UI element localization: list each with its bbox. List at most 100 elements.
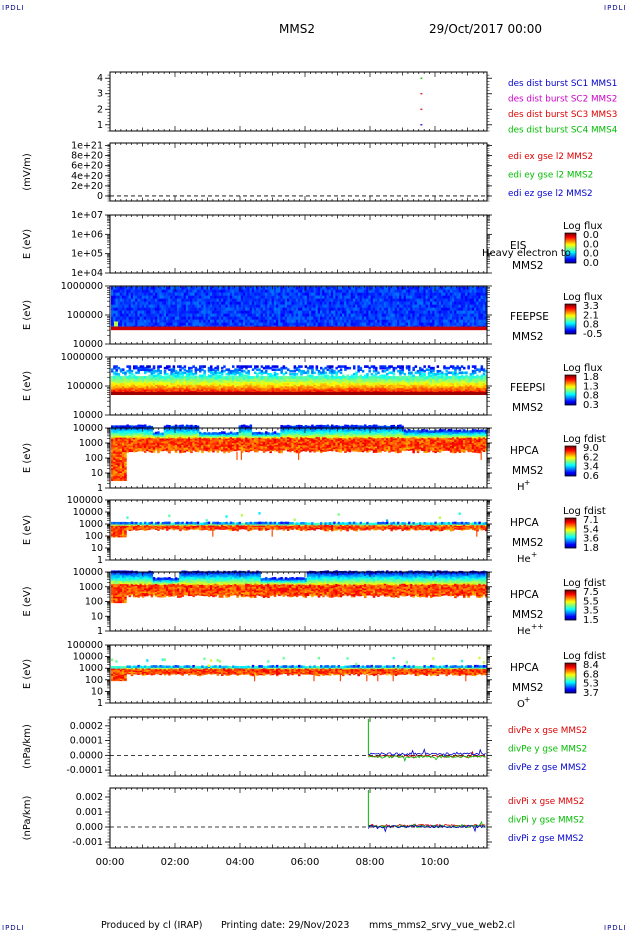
spectrogram-cell bbox=[185, 374, 189, 378]
spectrogram-cell bbox=[304, 392, 308, 396]
spectrogram-cell bbox=[313, 389, 316, 393]
spectrogram-cell bbox=[280, 319, 283, 323]
spectrogram-cell bbox=[309, 295, 312, 299]
spectrogram-cell bbox=[328, 301, 332, 305]
spectrogram-cell bbox=[218, 377, 222, 381]
spectrogram-cell bbox=[300, 386, 303, 390]
spectrogram-cell bbox=[445, 304, 448, 308]
spectrogram-cell bbox=[141, 286, 145, 290]
spectrogram-cell bbox=[260, 289, 264, 293]
spectrogram-cell bbox=[185, 379, 189, 382]
spectrogram-cell bbox=[416, 304, 420, 308]
spectrogram-cell bbox=[245, 365, 248, 368]
spectrogram-cell bbox=[117, 386, 121, 390]
spectrogram-cell bbox=[179, 388, 182, 391]
spectrogram-cell bbox=[324, 292, 327, 296]
spectrogram-cell bbox=[482, 319, 486, 323]
spectrogram-cell bbox=[298, 326, 301, 331]
spectrogram-cell bbox=[300, 365, 303, 368]
spectrogram-cell bbox=[410, 298, 413, 302]
spectrogram-cell bbox=[317, 373, 321, 376]
spectrogram-cell bbox=[430, 298, 433, 302]
spectrogram-cell bbox=[449, 310, 453, 314]
spectrogram-cell bbox=[282, 373, 286, 376]
spectrogram-cell bbox=[201, 316, 204, 320]
spectrogram-cell bbox=[216, 374, 220, 378]
spectrogram-cell bbox=[284, 313, 288, 317]
spectrogram-cell bbox=[403, 298, 407, 302]
spectrogram-cell bbox=[344, 389, 347, 393]
spectrogram-cell bbox=[267, 366, 270, 370]
spectrogram-cell bbox=[155, 307, 158, 311]
spectrogram-cell bbox=[460, 298, 464, 302]
spectrogram-cell bbox=[265, 307, 268, 311]
spectrogram-cell bbox=[238, 389, 242, 393]
spectrogram-cell bbox=[273, 319, 277, 323]
spectrogram-cell bbox=[227, 307, 231, 311]
spectrogram-cell bbox=[309, 326, 312, 331]
spectrogram-cell bbox=[256, 307, 259, 311]
spectrogram-cell bbox=[443, 310, 446, 314]
spectrogram-cell bbox=[370, 322, 374, 326]
spectrogram-cell bbox=[229, 389, 233, 393]
spectrogram-cell bbox=[377, 319, 380, 323]
spectrogram-cell bbox=[394, 322, 398, 326]
spectrogram-cell bbox=[148, 286, 151, 290]
spectrogram-cell bbox=[287, 289, 290, 293]
spectrogram-cell bbox=[328, 369, 332, 373]
spectrogram-cell bbox=[139, 365, 143, 368]
spectrogram-cell bbox=[161, 301, 165, 305]
spectrogram-cell bbox=[159, 385, 162, 388]
spectrogram-cell bbox=[113, 385, 116, 388]
spectrogram-cell bbox=[278, 310, 281, 314]
spectrogram-cell bbox=[478, 313, 481, 317]
spectrogram-cell bbox=[234, 385, 237, 388]
spectrogram-cell bbox=[234, 373, 237, 376]
spectrogram-cell bbox=[177, 292, 180, 296]
spectrogram-cell bbox=[476, 304, 479, 308]
spectrogram-cell bbox=[408, 322, 411, 326]
spectrogram-cell bbox=[295, 383, 299, 387]
spectrogram-cell bbox=[377, 313, 380, 317]
spectrogram-cell bbox=[260, 301, 264, 305]
spectrogram-cell bbox=[194, 322, 198, 326]
spectrogram-cell bbox=[293, 373, 297, 376]
spectrogram-cell bbox=[260, 386, 264, 390]
spectrogram-cell bbox=[313, 289, 316, 293]
spectrogram-cell bbox=[243, 298, 246, 302]
spectrogram-cell bbox=[295, 385, 299, 388]
spectrogram-cell bbox=[155, 286, 158, 290]
spectrogram-cell bbox=[218, 326, 222, 331]
spectrogram-cell bbox=[172, 307, 176, 311]
spectrogram-cell bbox=[476, 298, 479, 302]
spectrogram-cell bbox=[419, 301, 422, 305]
spectrogram-cell bbox=[207, 366, 211, 370]
spectrogram-cell bbox=[386, 292, 389, 296]
spectrogram-cell bbox=[271, 388, 275, 391]
spectrogram-cell bbox=[276, 289, 279, 293]
spectrogram-cell bbox=[267, 295, 270, 299]
spectrogram-cell bbox=[269, 386, 272, 390]
spectrogram-cell bbox=[317, 295, 321, 299]
spectrogram-cell bbox=[386, 286, 389, 290]
spectrogram-cell bbox=[348, 286, 352, 290]
spectrogram-cell bbox=[438, 289, 442, 293]
spectrogram-cell bbox=[280, 376, 283, 379]
spectrogram-cell bbox=[240, 322, 244, 326]
spectrogram-cell bbox=[113, 301, 116, 305]
spectrogram-cell bbox=[124, 379, 127, 382]
spectrogram-cell bbox=[300, 310, 303, 314]
spectrogram-cell bbox=[315, 301, 319, 305]
spectrogram-cell bbox=[199, 307, 202, 311]
spectrogram-cell bbox=[408, 326, 411, 331]
spectrogram-cell bbox=[276, 326, 279, 331]
spectrogram-cell bbox=[342, 385, 345, 388]
spectrogram-cell bbox=[280, 380, 283, 384]
spectrogram-cell bbox=[161, 385, 165, 388]
spectrogram-cell bbox=[282, 322, 286, 326]
spectrogram-cell bbox=[137, 369, 140, 373]
spectrogram-cell bbox=[199, 313, 202, 317]
spectrogram-cell bbox=[383, 295, 387, 299]
spectrogram-cell bbox=[408, 304, 411, 308]
spectrogram-cell bbox=[311, 307, 314, 311]
